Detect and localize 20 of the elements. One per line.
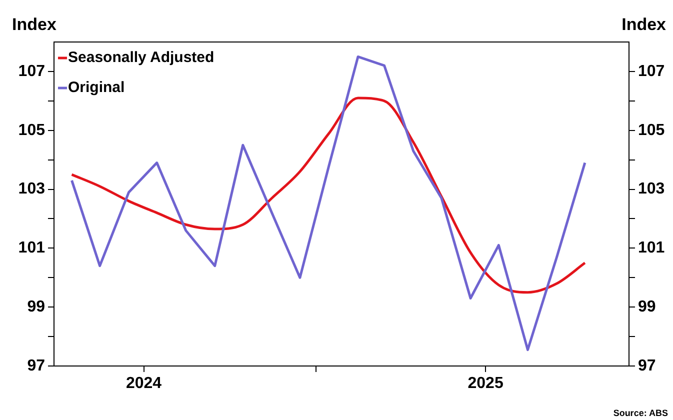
y-tick-label: 101 <box>18 240 46 257</box>
y2-axis-title: Index <box>622 15 667 34</box>
y2-tick-label: 99 <box>638 298 656 316</box>
y2-tick-label: 97 <box>638 357 656 374</box>
legend-label: Original <box>68 79 125 96</box>
x-tick-label: 2024 <box>126 375 162 392</box>
x-tick-label: 2025 <box>468 375 504 392</box>
y-tick-label: 99 <box>27 298 46 316</box>
y-tick-label: 103 <box>18 180 46 198</box>
y-tick-label: 97 <box>27 357 46 374</box>
source-note: Source: ABS <box>613 408 668 418</box>
y2-tick-label: 103 <box>638 180 665 198</box>
y2-tick-label: 105 <box>638 122 665 139</box>
legend-label: Seasonally Adjusted <box>68 49 214 66</box>
y-tick-label: 105 <box>18 122 46 139</box>
y2-tick-label: 101 <box>638 240 665 257</box>
y2-tick-label: 107 <box>638 62 665 80</box>
y-axis-title: Index <box>12 15 57 34</box>
line-series <box>70 96 586 294</box>
y-tick-label: 107 <box>18 62 46 80</box>
